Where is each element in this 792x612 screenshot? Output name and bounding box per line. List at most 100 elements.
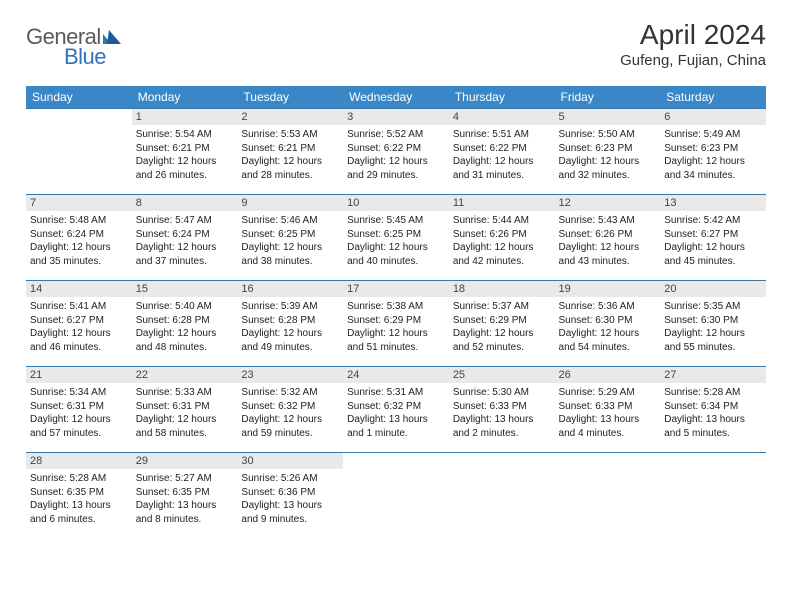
calendar-day-cell: 16Sunrise: 5:39 AMSunset: 6:28 PMDayligh… (237, 281, 343, 367)
day-number: 4 (449, 109, 555, 125)
day-content: Sunrise: 5:29 AMSunset: 6:33 PMDaylight:… (555, 383, 661, 444)
sunset-text: Sunset: 6:22 PM (347, 142, 445, 156)
weekday-header: Tuesday (237, 86, 343, 109)
calendar-day-cell: 6Sunrise: 5:49 AMSunset: 6:23 PMDaylight… (660, 109, 766, 195)
sunrise-text: Sunrise: 5:49 AM (664, 128, 762, 142)
day-number: 22 (132, 367, 238, 383)
calendar-day-cell: 3Sunrise: 5:52 AMSunset: 6:22 PMDaylight… (343, 109, 449, 195)
sunrise-text: Sunrise: 5:33 AM (136, 386, 234, 400)
brand-logo: GeneralBlue (26, 20, 123, 76)
calendar-day-cell: 18Sunrise: 5:37 AMSunset: 6:29 PMDayligh… (449, 281, 555, 367)
daylight-text: Daylight: 13 hours and 1 minute. (347, 413, 445, 440)
daylight-text: Daylight: 13 hours and 5 minutes. (664, 413, 762, 440)
sunset-text: Sunset: 6:21 PM (241, 142, 339, 156)
day-content: Sunrise: 5:53 AMSunset: 6:21 PMDaylight:… (237, 125, 343, 186)
calendar-day-cell: 20Sunrise: 5:35 AMSunset: 6:30 PMDayligh… (660, 281, 766, 367)
sunrise-text: Sunrise: 5:41 AM (30, 300, 128, 314)
calendar-day-cell: 11Sunrise: 5:44 AMSunset: 6:26 PMDayligh… (449, 195, 555, 281)
sunset-text: Sunset: 6:24 PM (30, 228, 128, 242)
daylight-text: Daylight: 12 hours and 52 minutes. (453, 327, 551, 354)
calendar-day-cell (343, 453, 449, 539)
sunrise-text: Sunrise: 5:28 AM (30, 472, 128, 486)
calendar-week-row: 1Sunrise: 5:54 AMSunset: 6:21 PMDaylight… (26, 109, 766, 195)
day-content: Sunrise: 5:46 AMSunset: 6:25 PMDaylight:… (237, 211, 343, 272)
sunrise-text: Sunrise: 5:52 AM (347, 128, 445, 142)
sunset-text: Sunset: 6:21 PM (136, 142, 234, 156)
calendar-day-cell: 8Sunrise: 5:47 AMSunset: 6:24 PMDaylight… (132, 195, 238, 281)
sunset-text: Sunset: 6:30 PM (559, 314, 657, 328)
sunset-text: Sunset: 6:27 PM (664, 228, 762, 242)
sunset-text: Sunset: 6:28 PM (241, 314, 339, 328)
day-number: 7 (26, 195, 132, 211)
day-number: 27 (660, 367, 766, 383)
daylight-text: Daylight: 12 hours and 32 minutes. (559, 155, 657, 182)
calendar-day-cell: 17Sunrise: 5:38 AMSunset: 6:29 PMDayligh… (343, 281, 449, 367)
day-number: 24 (343, 367, 449, 383)
sunrise-text: Sunrise: 5:35 AM (664, 300, 762, 314)
day-content: Sunrise: 5:31 AMSunset: 6:32 PMDaylight:… (343, 383, 449, 444)
day-number: 17 (343, 281, 449, 297)
calendar-day-cell: 13Sunrise: 5:42 AMSunset: 6:27 PMDayligh… (660, 195, 766, 281)
day-content: Sunrise: 5:40 AMSunset: 6:28 PMDaylight:… (132, 297, 238, 358)
daylight-text: Daylight: 12 hours and 40 minutes. (347, 241, 445, 268)
weekday-header: Sunday (26, 86, 132, 109)
day-number (660, 453, 766, 457)
calendar-day-cell (555, 453, 661, 539)
day-number (555, 453, 661, 457)
day-number: 2 (237, 109, 343, 125)
day-number: 14 (26, 281, 132, 297)
day-content: Sunrise: 5:49 AMSunset: 6:23 PMDaylight:… (660, 125, 766, 186)
calendar-day-cell: 24Sunrise: 5:31 AMSunset: 6:32 PMDayligh… (343, 367, 449, 453)
calendar-day-cell: 25Sunrise: 5:30 AMSunset: 6:33 PMDayligh… (449, 367, 555, 453)
daylight-text: Daylight: 13 hours and 4 minutes. (559, 413, 657, 440)
calendar-day-cell: 9Sunrise: 5:46 AMSunset: 6:25 PMDaylight… (237, 195, 343, 281)
day-number: 9 (237, 195, 343, 211)
sunrise-text: Sunrise: 5:43 AM (559, 214, 657, 228)
month-title: April 2024 (620, 20, 766, 51)
calendar-day-cell (660, 453, 766, 539)
calendar-day-cell: 4Sunrise: 5:51 AMSunset: 6:22 PMDaylight… (449, 109, 555, 195)
sunrise-text: Sunrise: 5:48 AM (30, 214, 128, 228)
daylight-text: Daylight: 12 hours and 57 minutes. (30, 413, 128, 440)
daylight-text: Daylight: 12 hours and 31 minutes. (453, 155, 551, 182)
day-content: Sunrise: 5:37 AMSunset: 6:29 PMDaylight:… (449, 297, 555, 358)
sunset-text: Sunset: 6:25 PM (347, 228, 445, 242)
day-content: Sunrise: 5:39 AMSunset: 6:28 PMDaylight:… (237, 297, 343, 358)
daylight-text: Daylight: 12 hours and 58 minutes. (136, 413, 234, 440)
day-content: Sunrise: 5:27 AMSunset: 6:35 PMDaylight:… (132, 469, 238, 530)
daylight-text: Daylight: 12 hours and 46 minutes. (30, 327, 128, 354)
sunrise-text: Sunrise: 5:42 AM (664, 214, 762, 228)
day-content: Sunrise: 5:54 AMSunset: 6:21 PMDaylight:… (132, 125, 238, 186)
sunrise-text: Sunrise: 5:29 AM (559, 386, 657, 400)
day-content: Sunrise: 5:36 AMSunset: 6:30 PMDaylight:… (555, 297, 661, 358)
sunrise-text: Sunrise: 5:53 AM (241, 128, 339, 142)
daylight-text: Daylight: 12 hours and 54 minutes. (559, 327, 657, 354)
calendar-day-cell: 1Sunrise: 5:54 AMSunset: 6:21 PMDaylight… (132, 109, 238, 195)
sunrise-text: Sunrise: 5:30 AM (453, 386, 551, 400)
header: GeneralBlue April 2024 Gufeng, Fujian, C… (26, 20, 766, 76)
daylight-text: Daylight: 12 hours and 26 minutes. (136, 155, 234, 182)
day-number: 18 (449, 281, 555, 297)
day-content: Sunrise: 5:52 AMSunset: 6:22 PMDaylight:… (343, 125, 449, 186)
day-content: Sunrise: 5:48 AMSunset: 6:24 PMDaylight:… (26, 211, 132, 272)
sunrise-text: Sunrise: 5:34 AM (30, 386, 128, 400)
day-number (26, 109, 132, 113)
daylight-text: Daylight: 12 hours and 51 minutes. (347, 327, 445, 354)
day-number: 12 (555, 195, 661, 211)
weekday-row: SundayMondayTuesdayWednesdayThursdayFrid… (26, 86, 766, 109)
day-number: 11 (449, 195, 555, 211)
daylight-text: Daylight: 12 hours and 48 minutes. (136, 327, 234, 354)
day-content: Sunrise: 5:42 AMSunset: 6:27 PMDaylight:… (660, 211, 766, 272)
sunset-text: Sunset: 6:24 PM (136, 228, 234, 242)
sunrise-text: Sunrise: 5:27 AM (136, 472, 234, 486)
day-content: Sunrise: 5:28 AMSunset: 6:35 PMDaylight:… (26, 469, 132, 530)
sunrise-text: Sunrise: 5:45 AM (347, 214, 445, 228)
location-text: Gufeng, Fujian, China (620, 52, 766, 69)
sunset-text: Sunset: 6:28 PM (136, 314, 234, 328)
daylight-text: Daylight: 12 hours and 59 minutes. (241, 413, 339, 440)
daylight-text: Daylight: 12 hours and 28 minutes. (241, 155, 339, 182)
day-number: 29 (132, 453, 238, 469)
day-content: Sunrise: 5:45 AMSunset: 6:25 PMDaylight:… (343, 211, 449, 272)
calendar-body: 1Sunrise: 5:54 AMSunset: 6:21 PMDaylight… (26, 109, 766, 539)
sunrise-text: Sunrise: 5:26 AM (241, 472, 339, 486)
